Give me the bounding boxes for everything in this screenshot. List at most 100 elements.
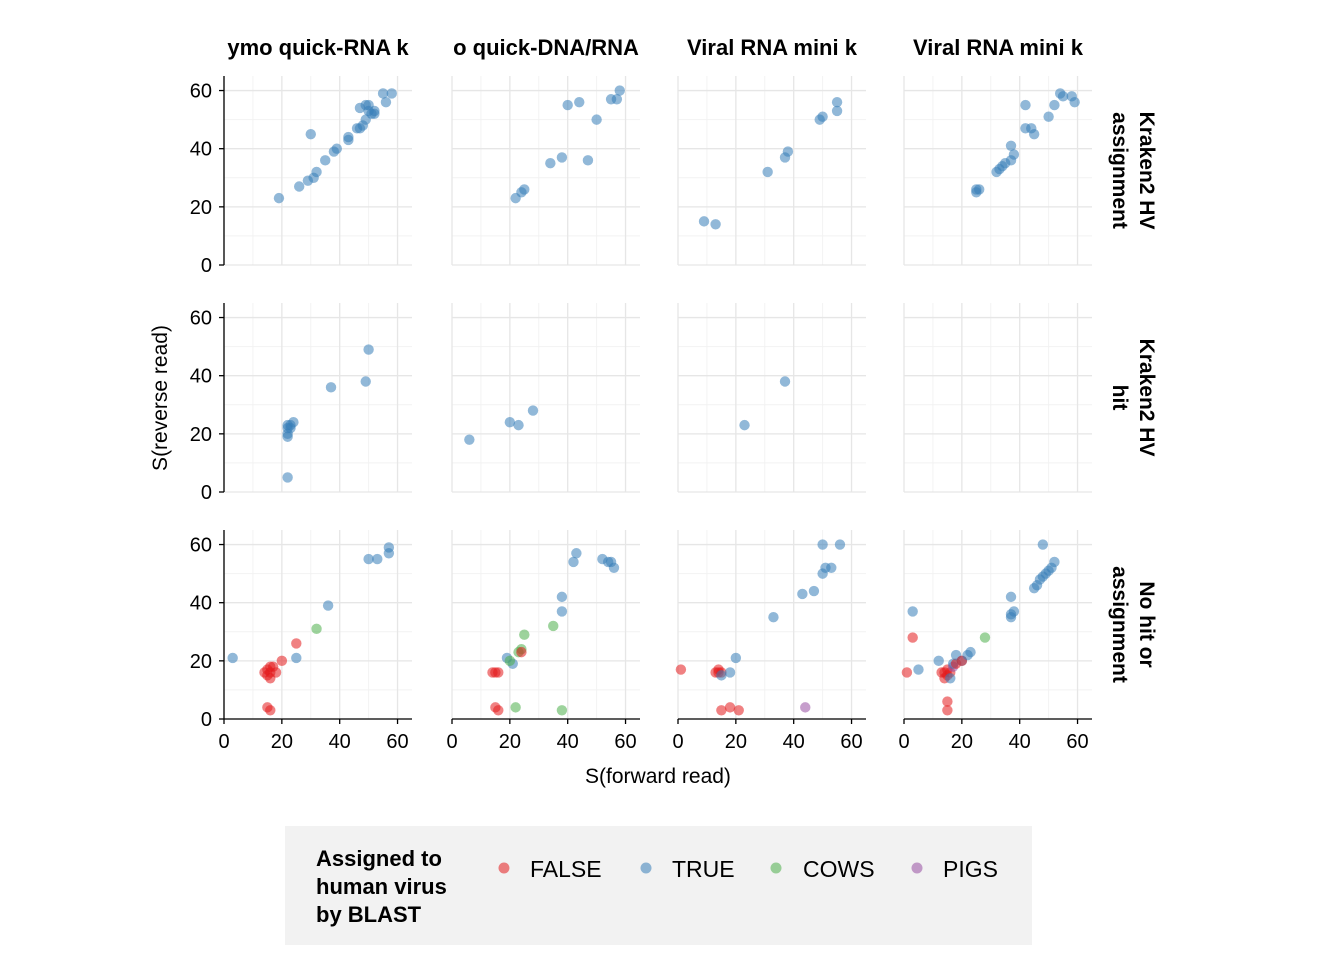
data-point-false xyxy=(516,646,527,658)
data-point-true xyxy=(311,166,322,178)
data-point-true xyxy=(1037,539,1049,550)
data-point-true xyxy=(739,419,750,431)
legend: Assigned to human virus by BLAST FALSE T… xyxy=(285,826,1032,945)
data-point-false xyxy=(942,696,953,707)
x-axis-title: S(forward read) xyxy=(585,765,731,788)
legend-title-line-2: human virus xyxy=(316,874,447,899)
y-tick-label: 60 xyxy=(190,535,212,557)
data-point-cows xyxy=(548,620,559,632)
points-layer xyxy=(227,85,1080,716)
legend-label-pigs: PIGS xyxy=(943,856,998,882)
data-point-false xyxy=(493,667,504,678)
data-point-pigs xyxy=(800,702,811,713)
legend-key-pigs xyxy=(911,862,923,874)
data-point-true xyxy=(291,652,302,664)
legend-key-true xyxy=(640,862,652,874)
data-point-false xyxy=(291,638,302,649)
data-point-cows xyxy=(510,702,521,713)
data-point-true xyxy=(322,600,334,611)
row-strip-line: assignment xyxy=(1108,112,1131,229)
column-strip-label: Viral RNA mini k xyxy=(687,35,858,60)
legend-title-line-3: by BLAST xyxy=(316,902,422,927)
data-point-true xyxy=(808,585,820,597)
legend-key-false xyxy=(498,862,510,874)
row-strip-line: Kraken2 HV xyxy=(1135,112,1158,230)
axis-layer: 0 20 40 60 0 20 40 60 0 20 40 60 0 20 40 60 0 20 40 60 0 20 40… xyxy=(190,76,1092,753)
data-point-true xyxy=(608,562,620,573)
row-strip-line: assignment xyxy=(1108,566,1131,683)
column-strip-label: o quick-DNA/RNA xyxy=(453,35,639,60)
data-point-cows xyxy=(556,705,568,716)
column-strip-label: ymo quick-RNA k xyxy=(227,35,409,60)
data-point-false xyxy=(265,705,276,716)
y-tick-label: 60 xyxy=(190,81,212,103)
data-point-true xyxy=(826,562,837,573)
data-point-true xyxy=(343,131,354,143)
data-point-true xyxy=(611,94,623,105)
y-tick-label: 40 xyxy=(190,139,212,161)
data-point-true xyxy=(1005,140,1017,151)
data-point-true xyxy=(527,405,539,416)
data-point-true xyxy=(974,184,985,195)
data-point-true xyxy=(568,556,579,568)
data-point-true xyxy=(545,158,556,169)
data-point-true xyxy=(556,591,568,603)
data-point-false xyxy=(276,655,288,667)
data-point-true xyxy=(582,155,594,166)
data-point-true xyxy=(716,670,727,681)
data-point-false xyxy=(675,664,687,675)
data-point-true xyxy=(817,539,828,550)
column-strip-label: Viral RNA mini k xyxy=(913,35,1084,60)
y-tick-label: 40 xyxy=(190,593,212,615)
data-point-true xyxy=(965,646,976,658)
data-point-true xyxy=(724,667,736,678)
data-point-true xyxy=(1043,111,1054,122)
y-tick-label: 40 xyxy=(190,366,212,388)
x-tick-label: 40 xyxy=(783,731,805,753)
grid-layer xyxy=(223,76,1092,720)
data-point-true xyxy=(369,108,380,120)
data-point-true xyxy=(331,143,342,154)
data-point-true xyxy=(513,419,524,431)
legend-title-line-1: Assigned to xyxy=(316,846,442,871)
data-point-true xyxy=(1028,128,1040,140)
data-point-false xyxy=(901,667,913,678)
data-point-true xyxy=(464,434,475,445)
y-tick-label: 0 xyxy=(201,709,212,731)
data-point-true xyxy=(377,88,389,99)
data-point-false xyxy=(493,705,504,716)
data-point-true xyxy=(273,192,285,204)
x-tick-label: 40 xyxy=(1009,731,1031,753)
strip-layer: ymo quick-RNA k o quick-DNA/RNA Viral RNA … xyxy=(227,35,1158,683)
data-point-true xyxy=(519,184,530,195)
data-point-true xyxy=(380,96,392,108)
data-point-true xyxy=(1057,91,1069,102)
data-point-true xyxy=(1008,606,1020,617)
x-tick-label: 60 xyxy=(614,731,636,753)
data-point-true xyxy=(294,181,305,192)
row-strip-line: hit xyxy=(1108,385,1131,411)
data-point-true xyxy=(288,417,299,428)
data-point-true xyxy=(325,382,337,393)
x-tick-label: 0 xyxy=(898,731,909,753)
data-point-true xyxy=(1005,591,1017,603)
y-tick-label: 20 xyxy=(190,424,212,446)
legend-label-true: TRUE xyxy=(672,856,735,882)
data-point-true xyxy=(945,673,956,684)
data-point-cows xyxy=(311,623,322,635)
data-point-true xyxy=(1049,99,1060,111)
data-point-true xyxy=(305,128,316,140)
data-point-true xyxy=(907,606,918,617)
data-point-cows xyxy=(504,655,516,667)
data-point-true xyxy=(363,553,374,565)
data-point-true xyxy=(768,612,779,623)
x-tick-label: 40 xyxy=(557,731,579,753)
legend-label-cows: COWS xyxy=(803,856,875,882)
data-point-true xyxy=(831,105,843,117)
data-point-true xyxy=(779,376,791,387)
data-point-true xyxy=(386,88,397,99)
data-point-true xyxy=(831,96,843,108)
data-point-true xyxy=(360,376,371,387)
